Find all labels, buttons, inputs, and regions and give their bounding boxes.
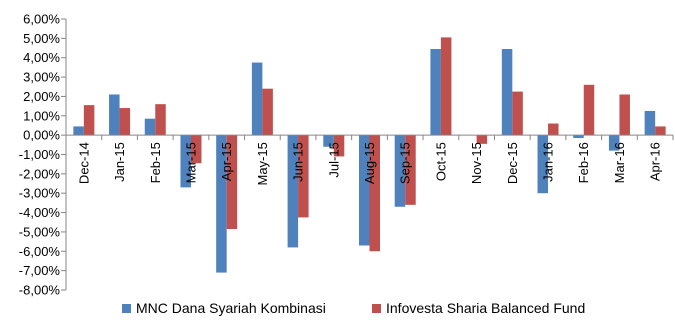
bar-series-1	[144, 118, 156, 136]
y-tick-label: -5,00%	[19, 224, 61, 239]
bar-series-1	[180, 135, 191, 188]
bars	[73, 37, 666, 273]
x-tick-label: Oct-15	[433, 142, 448, 181]
y-tick-label: -2,00%	[19, 166, 61, 181]
x-tick-label: Feb-16	[576, 142, 591, 183]
y-tick-label: -3,00%	[19, 186, 61, 201]
legend-label-2: Infovesta Sharia Balanced Fund	[386, 300, 585, 316]
legend-label-1: MNC Dana Syariah Kombinasi	[136, 300, 326, 316]
x-tick-label: Dec-14	[76, 142, 91, 184]
bar-series-2	[226, 135, 238, 230]
y-tick-label: 2,00%	[23, 89, 60, 104]
bar-series-1	[608, 135, 620, 151]
bar-series-2	[298, 135, 309, 218]
bar-series-2	[190, 135, 202, 164]
bar-series-2	[512, 91, 523, 136]
bar-series-1	[323, 135, 334, 147]
bar-series-2	[440, 37, 452, 136]
bar-series-2	[583, 84, 595, 136]
y-tick-label: 4,00%	[23, 50, 60, 65]
bar-series-1	[251, 62, 263, 136]
legend-swatch-2	[372, 304, 381, 313]
x-tick-label: May-15	[255, 142, 270, 185]
x-tick-label: Sep-15	[398, 142, 413, 184]
x-tick-label: Jan-15	[112, 142, 127, 182]
bar-series-2	[83, 105, 95, 136]
bar-series-2	[369, 135, 380, 252]
x-axis: Dec-14 Jan-15 Feb-15 Mar-15 Apr-15 May-15 Jun-…	[65, 134, 674, 186]
legend: MNC Dana Syariah Kombinasi Infovesta Shar…	[122, 300, 585, 316]
y-tick-label: -8,00%	[19, 283, 61, 298]
bar-series-1	[537, 135, 549, 194]
y-tick-label: -1,00%	[19, 147, 61, 162]
bar-series-2	[405, 135, 416, 205]
bar-series-1	[287, 135, 299, 248]
bar-series-1	[394, 135, 406, 207]
bar-series-2	[155, 104, 166, 136]
bar-series-1	[109, 94, 120, 136]
legend-swatch-1	[122, 304, 131, 313]
y-axis: 6,00% 5,00% 4,00% 3,00% 2,00% 1,00% 0,00% -1,00…	[19, 12, 67, 298]
x-tick-label: Jul-15	[326, 142, 341, 177]
bar-series-1	[501, 49, 513, 136]
y-tick-label: -4,00%	[19, 205, 61, 220]
x-tick-label: Mar-15	[183, 142, 198, 183]
bar-series-1	[359, 135, 370, 246]
bar-series-1	[73, 126, 84, 136]
x-tick-label: Dec-15	[505, 142, 520, 184]
x-tick-label: Jan-16	[541, 142, 556, 182]
bar-series-2	[262, 88, 273, 136]
bar-series-1	[430, 49, 441, 136]
y-tick-label: 1,00%	[23, 108, 60, 123]
bar-series-1	[573, 135, 584, 139]
bar-series-2	[476, 135, 488, 144]
y-tick-label: -7,00%	[19, 263, 61, 278]
x-tick-label: Jun-15	[291, 142, 306, 182]
bar-series-2	[333, 135, 345, 157]
y-tick-label: -6,00%	[19, 244, 61, 259]
x-tick-label: Aug-15	[362, 142, 377, 184]
x-tick-label: Mar-16	[612, 142, 627, 183]
x-tick-label: Feb-15	[148, 142, 163, 183]
x-tick-label: Nov-15	[469, 142, 484, 184]
x-tick-label: Apr-15	[219, 142, 234, 181]
bar-series-1	[216, 135, 227, 273]
bar-series-2	[548, 123, 559, 136]
bar-series-2	[619, 94, 630, 136]
y-tick-label: 6,00%	[23, 12, 60, 27]
y-tick-label: 3,00%	[23, 70, 60, 85]
bar-series-2	[655, 126, 666, 136]
x-tick-label: Apr-16	[648, 142, 663, 181]
bar-series-2	[119, 108, 131, 136]
y-tick-label: 5,00%	[23, 31, 60, 46]
bar-series-1	[644, 110, 656, 136]
y-tick-label: 0,00%	[23, 128, 60, 143]
